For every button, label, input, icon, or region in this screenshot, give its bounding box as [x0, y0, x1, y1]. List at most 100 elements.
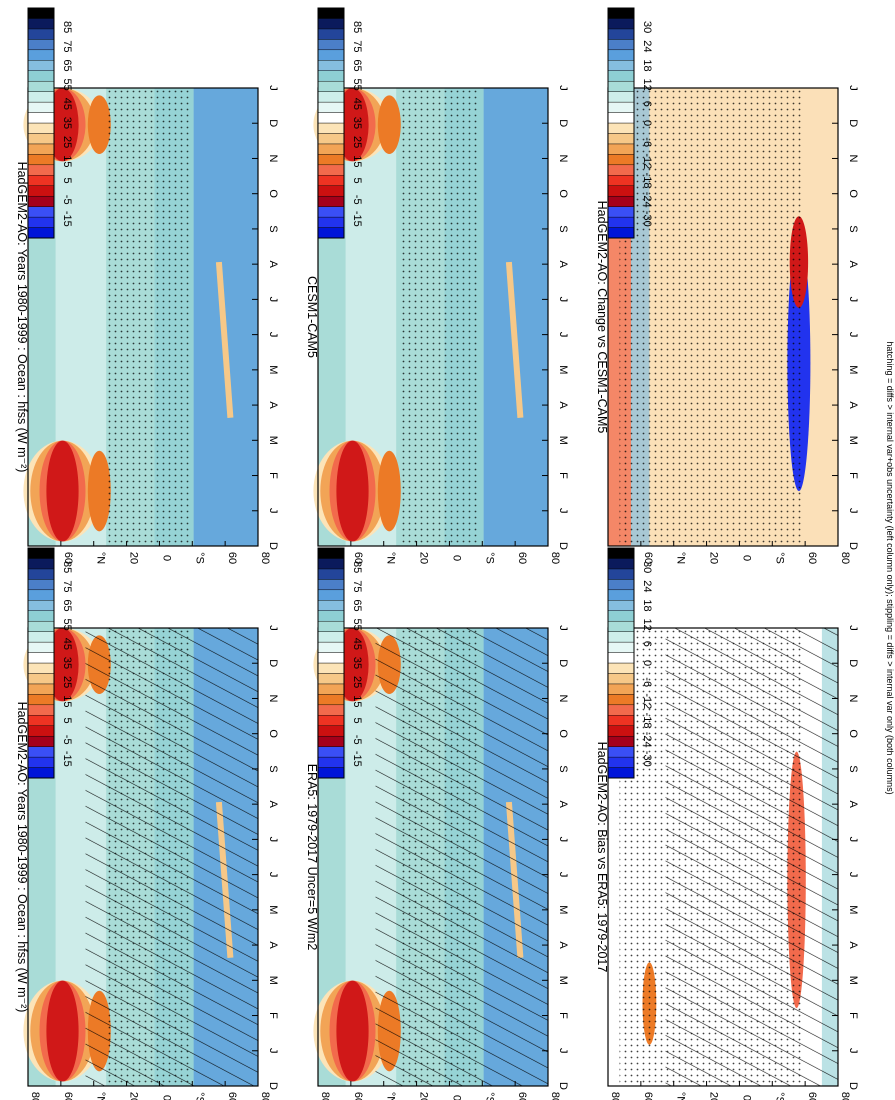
- colorbar-swatch: [317, 694, 345, 706]
- colorbar-3: 85 75 65 55 45 35 25 15 5 -5 -15: [317, 7, 363, 239]
- month-tick-label: A: [557, 401, 569, 409]
- lat-tick-label: °N: [385, 1092, 397, 1100]
- colorbar-swatch: [27, 112, 55, 124]
- panel-title: HadGEM2-AO: Years 1980-1999 : Ocean : hf…: [15, 162, 29, 473]
- colorbar-swatch: [607, 133, 635, 145]
- colorbar-swatch: [27, 18, 55, 30]
- month-tick-label: J: [847, 297, 859, 303]
- colorbar-swatch: [27, 767, 55, 779]
- month-tick-label: D: [557, 1082, 569, 1090]
- field-warm-patch: [87, 450, 111, 532]
- colorbar-label: 12: [641, 79, 653, 91]
- month-tick-label: D: [847, 659, 859, 667]
- colorbar-swatch: [317, 227, 345, 239]
- lat-tick-label: °N: [675, 552, 687, 564]
- month-tick-label: J: [267, 837, 279, 843]
- colorbar-swatch: [27, 547, 55, 559]
- colorbar-label: 45: [61, 98, 73, 110]
- colorbar-swatch: [607, 767, 635, 779]
- month-tick-label: F: [847, 1012, 859, 1019]
- lat-tick-label: 60: [226, 552, 238, 564]
- lat-tick-label: 80: [839, 552, 851, 564]
- colorbar-swatch: [317, 216, 345, 228]
- field-warm-patch: [336, 440, 369, 542]
- month-tick-label: F: [267, 1012, 279, 1019]
- colorbar-swatch: [317, 683, 345, 695]
- colorbar-swatch: [27, 662, 55, 674]
- panel-2: D J F M A M J J A S O N D J 80 60 °N 20 0 °S 60 80 ERA5: 1979-…: [305, 625, 569, 1100]
- colorbar-swatch: [27, 704, 55, 716]
- colorbar-swatch: [607, 631, 635, 643]
- colorbar-swatch: [317, 101, 345, 113]
- lat-tick-label: 60: [62, 1092, 74, 1100]
- colorbar-swatch: [27, 715, 55, 726]
- colorbar-label: 24: [641, 580, 653, 592]
- colorbar-swatch: [27, 70, 55, 82]
- colorbar-swatch: [317, 610, 345, 622]
- month-tick-label: O: [847, 729, 859, 738]
- lat-tick-label: °S: [193, 1092, 205, 1100]
- colorbar-swatch: [27, 175, 55, 186]
- month-tick-label: S: [847, 765, 859, 772]
- colorbar-swatch: [27, 589, 55, 601]
- month-tick-label: D: [557, 542, 569, 550]
- colorbar-swatch: [27, 133, 55, 145]
- colorbar-swatch: [317, 558, 345, 570]
- lat-tick-label: 20: [418, 552, 430, 564]
- colorbar-swatch: [317, 620, 345, 632]
- panel-title: HadGEM2-AO: Bias vs ERA5: 1979-2017: [595, 742, 609, 973]
- colorbar-label: 25: [351, 136, 363, 148]
- colorbar-swatch: [27, 195, 55, 207]
- month-tick-label: N: [267, 154, 279, 162]
- lat-tick-label: °N: [675, 1092, 687, 1100]
- month-tick-label: A: [267, 800, 279, 808]
- field-warm-patch: [377, 95, 401, 154]
- month-tick-label: D: [267, 119, 279, 127]
- colorbar-swatch: [27, 7, 55, 19]
- colorbar-frame: [27, 547, 55, 779]
- colorbar-1: 85 75 65 55 45 35 25 15 5 -5 -15: [27, 7, 73, 239]
- colorbar-swatch: [27, 227, 55, 239]
- month-tick-label: J: [557, 837, 569, 843]
- panel-5: DJFMAMJJASONDJ8060°N200°S6080HadGEM2-AO:…: [595, 85, 859, 564]
- colorbar-swatch: [607, 185, 635, 197]
- colorbar-label: 5: [351, 177, 363, 183]
- lat-tick-label: 0: [450, 1095, 462, 1100]
- colorbar-swatch: [27, 756, 55, 768]
- colorbar-swatch: [607, 756, 635, 768]
- colorbar-label: 15: [351, 695, 363, 707]
- colorbar-swatch: [27, 39, 55, 51]
- colorbar-label: 55: [61, 619, 73, 631]
- colorbar-frame: [317, 547, 345, 779]
- colorbar-label: -15: [61, 751, 73, 767]
- panel-frame: [27, 627, 259, 1087]
- colorbar-swatch: [27, 652, 55, 664]
- colorbar-swatch: [317, 70, 345, 82]
- month-tick-label: A: [557, 260, 569, 268]
- lat-tick-label: 60: [62, 552, 74, 564]
- panel-frame: [317, 87, 549, 547]
- colorbar-label: -5: [61, 735, 73, 745]
- colorbar-swatch: [317, 49, 345, 61]
- colorbar-swatch: [607, 49, 635, 61]
- colorbar-label: 55: [61, 79, 73, 91]
- colorbar-swatch: [317, 185, 345, 197]
- lat-tick-label: 0: [450, 555, 462, 561]
- colorbar-label: 85: [61, 561, 73, 573]
- colorbar-swatch: [317, 662, 345, 674]
- month-tick-label: F: [557, 472, 569, 479]
- colorbar-label: 35: [61, 657, 73, 669]
- month-tick-label: F: [557, 1012, 569, 1019]
- colorbar-swatch: [317, 28, 345, 40]
- lat-tick-label: 80: [319, 1092, 331, 1100]
- month-tick-label: D: [267, 542, 279, 550]
- colorbar-swatch: [607, 662, 635, 674]
- colorbar-label: 35: [351, 117, 363, 129]
- colorbar-label: 85: [351, 21, 363, 33]
- month-tick-label: F: [847, 472, 859, 479]
- lat-tick-label: 20: [708, 1092, 720, 1100]
- month-tick-label: M: [267, 436, 279, 445]
- month-tick-label: J: [267, 85, 279, 91]
- lat-tick-label: °S: [773, 1092, 785, 1100]
